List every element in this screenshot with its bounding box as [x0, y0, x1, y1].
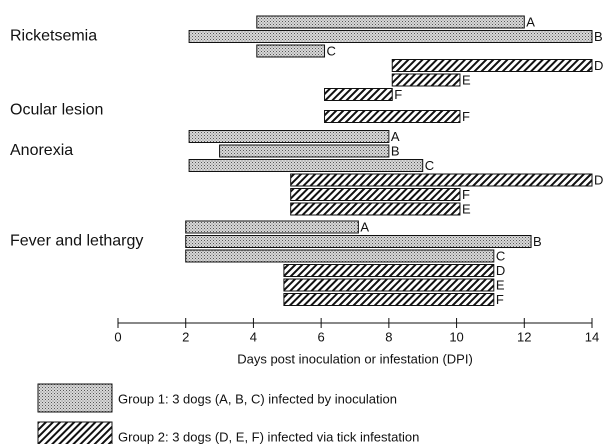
bar — [283, 278, 495, 292]
bar — [188, 30, 593, 43]
x-tick-label: 14 — [585, 329, 599, 344]
bar — [185, 249, 495, 263]
bar — [185, 235, 532, 248]
bar-label: A — [526, 14, 535, 29]
x-tick-label: 4 — [250, 329, 257, 344]
bar-label: F — [496, 292, 504, 307]
bar-label: C — [496, 248, 505, 263]
x-tick-label: 8 — [385, 329, 392, 344]
bar-label: D — [594, 58, 603, 73]
category-label: Ocular lesion — [10, 102, 103, 119]
bar — [290, 202, 461, 216]
bar — [185, 220, 359, 234]
bar-label: E — [462, 201, 471, 216]
legend-label: Group 1: 3 dogs (A, B, C) infected by in… — [118, 391, 397, 406]
bar — [219, 144, 390, 158]
bar-label: F — [462, 187, 470, 202]
bar-label: C — [425, 158, 434, 173]
bar-label: B — [594, 29, 603, 44]
legend-swatch — [37, 421, 113, 444]
x-tick-label: 6 — [318, 329, 325, 344]
x-tick-label: 12 — [517, 329, 531, 344]
legend-swatch — [37, 383, 113, 413]
bar-label: E — [496, 277, 505, 292]
bar-label: C — [327, 43, 336, 58]
bar — [391, 59, 593, 72]
bar-label: F — [394, 87, 402, 102]
bar-label: A — [391, 129, 400, 144]
bar-label: F — [462, 109, 470, 124]
bar-label: E — [462, 72, 471, 87]
bar-label: B — [533, 234, 542, 249]
bar — [290, 188, 461, 201]
bar — [324, 88, 393, 101]
bar — [188, 159, 424, 172]
category-label: Anorexia — [10, 142, 73, 159]
bar-label: D — [594, 172, 603, 187]
bar-label: D — [496, 263, 505, 278]
bar — [283, 293, 495, 306]
bar — [290, 173, 593, 187]
bar — [256, 15, 525, 29]
bar — [324, 110, 461, 123]
bar-label: B — [391, 143, 400, 158]
bar — [256, 44, 326, 58]
bar — [391, 73, 461, 87]
bar — [188, 130, 390, 143]
x-tick-label: 0 — [114, 329, 121, 344]
category-label: Ricketsemia — [10, 28, 97, 45]
category-label: Fever and lethargy — [10, 233, 143, 250]
x-axis-label: Days post inoculation or infestation (DP… — [237, 351, 473, 366]
legend-label: Group 2: 3 dogs (D, E, F) infected via t… — [118, 429, 419, 444]
bar-label: A — [360, 219, 369, 234]
x-tick-label: 10 — [449, 329, 463, 344]
x-tick-label: 2 — [182, 329, 189, 344]
bar — [283, 264, 495, 277]
